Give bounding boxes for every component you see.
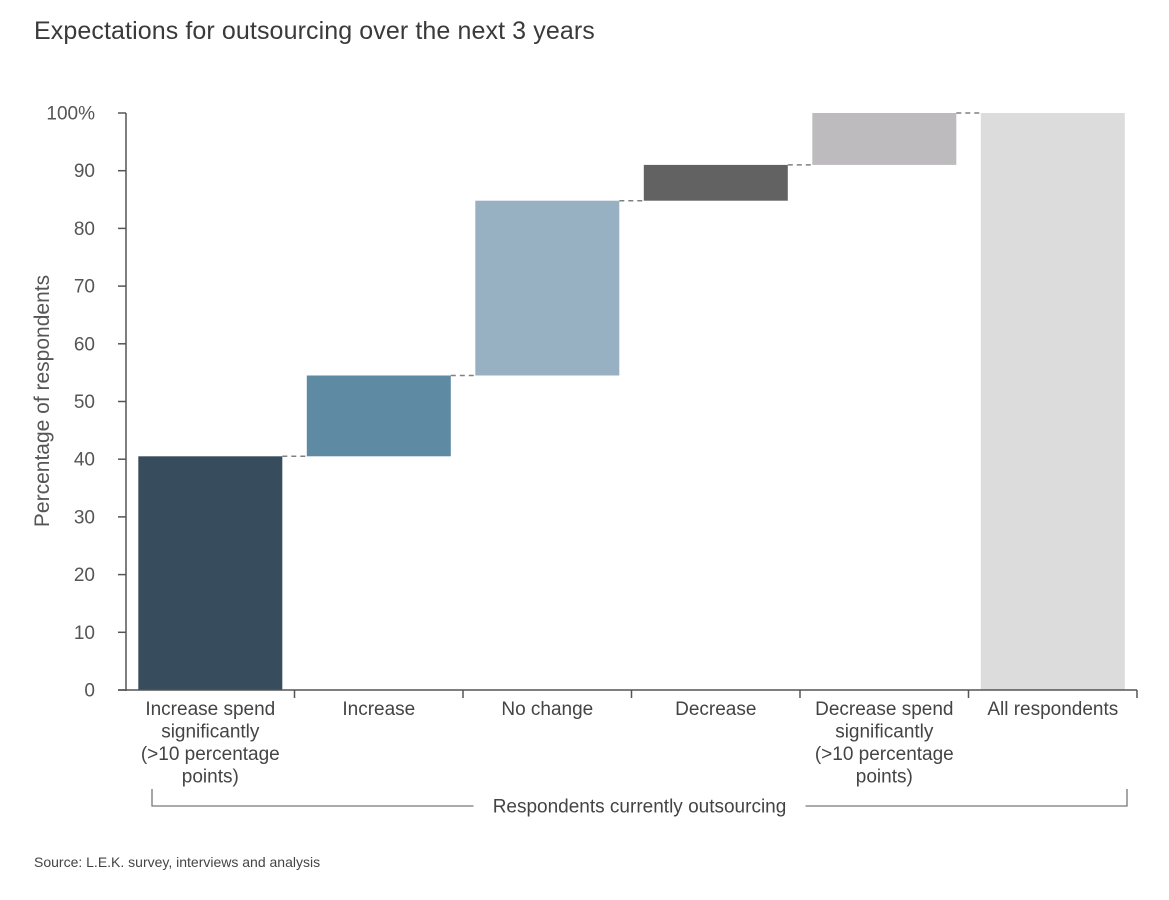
category-label-0: Increase spend significantly (>10 percenta… [141,699,280,788]
y-tick-label-8: 80 [74,219,95,240]
y-tick-label-9: 90 [74,161,95,182]
y-tick-label-7: 70 [74,277,95,298]
y-tick-label-0: 0 [84,681,95,702]
y-tick-label-1: 10 [74,623,95,644]
source-note: Source: L.E.K. survey, interviews and an… [34,854,321,870]
bars-layer [138,113,1125,690]
bar-5 [980,113,1125,690]
bar-2 [475,200,620,376]
bar-0 [138,456,283,690]
category-label-3: Decrease [675,699,756,720]
y-tick-label-4: 40 [74,450,95,471]
chart-title: Expectations for outsourcing over the ne… [34,17,595,45]
category-label-2: No change [501,699,593,720]
group-bracket-line [151,789,1128,807]
y-tick-label-10: 100% [46,104,95,125]
waterfall-chart: 0 10 20 30 40 50 60 70 80 90 100% Increase spend sig… [31,104,1138,818]
bar-4 [812,113,957,165]
category-label-4: Decrease spend significantly (>10 percenta… [815,699,954,788]
bar-1 [306,375,451,457]
axes-layer [118,112,1138,807]
y-tick-label-2: 20 [74,565,95,586]
labels-layer: 0 10 20 30 40 50 60 70 80 90 100% Increase spend sig… [46,104,1118,818]
y-tick-label-5: 50 [74,392,95,413]
y-tick-label-6: 60 [74,334,95,355]
bar-3 [643,164,788,201]
category-label-5: All respondents [987,699,1118,720]
group-bracket-label: Respondents currently outsourcing [493,797,787,818]
y-axis-label: Percentage of respondents [31,275,54,527]
category-label-1: Increase [342,699,415,720]
connectors-layer [282,112,981,458]
y-tick-label-3: 30 [74,507,95,528]
